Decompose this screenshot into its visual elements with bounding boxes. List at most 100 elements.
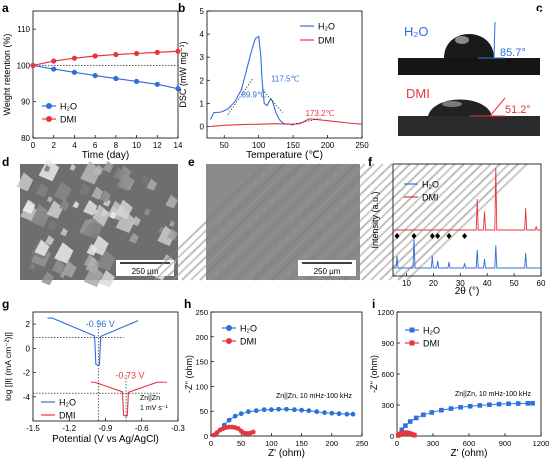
data-point <box>238 411 244 417</box>
sem-flake <box>141 175 150 185</box>
angle-h2o: 85.7° <box>500 47 526 59</box>
y-tick-label: 600 <box>381 370 394 379</box>
x-tick-label: 600 <box>463 439 476 448</box>
y-tick-label: 5 <box>200 7 205 16</box>
panel-b-letter: b <box>178 1 185 15</box>
panel-f: f 10 20 30 40 50 60 2θ (°) Intensity (a.u.) H₂O DM… <box>368 155 546 297</box>
panel-i-note: Zn||Zn, 10 mHz-100 kHz <box>455 391 531 398</box>
x-tick-label: -0.3 <box>171 424 185 433</box>
diamond-marker <box>394 233 400 239</box>
x-tick-label: 40 <box>483 279 492 288</box>
xrd-pattern-1 <box>393 167 541 231</box>
panel-i-xlabel: Z' (ohm) <box>451 448 488 459</box>
panel-i-ylabel: -Z'' (ohm) <box>369 355 379 393</box>
data-point <box>439 407 444 413</box>
legend-h2o-marker <box>46 103 52 109</box>
x-tick-label: 0 <box>395 439 399 448</box>
sem-flake <box>29 262 36 270</box>
x-tick-label: -1.5 <box>26 424 40 433</box>
data-point <box>458 404 463 410</box>
sem-texture-line <box>181 163 303 281</box>
data-point <box>403 423 408 428</box>
data-point <box>477 403 483 408</box>
panel-h-ylabel: -Z'' (ohm) <box>184 355 194 393</box>
panel-i-letter: i <box>372 297 375 311</box>
sem-flake <box>46 219 58 232</box>
annotation-ecorr-h2o: -0.96 V <box>86 319 115 329</box>
series-line-0 <box>209 35 294 126</box>
sem-flake <box>143 208 151 216</box>
y-tick-label: 100 <box>195 382 208 391</box>
x-tick-label: 300 <box>427 439 440 448</box>
x-tick-label: 4 <box>72 141 77 150</box>
x-tick-label: 12 <box>153 141 162 150</box>
annotation-onset-2: 117.5℃ <box>271 74 299 83</box>
sem-flake <box>146 178 158 191</box>
annotation-ecorr-dmi: -0.73 V <box>116 371 145 381</box>
panel-d: d 250 μm <box>2 155 178 288</box>
droplet-dmi-highlight <box>442 101 462 107</box>
y-tick-label: 80 <box>21 134 30 143</box>
sem-texture-line <box>217 163 339 281</box>
label-dmi: DMI <box>406 86 430 101</box>
data-point <box>336 411 342 417</box>
x-tick-label: -1.2 <box>62 424 76 433</box>
data-point <box>113 75 119 82</box>
x-tick-label: 100 <box>252 141 266 150</box>
y-tick-label: 300 <box>381 401 394 410</box>
sem-flake <box>83 217 104 240</box>
sem-flake <box>116 172 134 191</box>
x-tick-label: 200 <box>326 439 339 448</box>
panel-h: h 0 50 100 150 200 250 0 50 100 150 200 250 Z' (ohm) -… <box>184 297 368 459</box>
data-point <box>175 86 181 92</box>
legend-dmi-label: DMI <box>318 36 335 46</box>
data-point <box>253 408 259 414</box>
data-point <box>306 408 312 414</box>
x-tick-label: 50 <box>510 279 519 288</box>
y-tick-label: -4 <box>23 393 31 402</box>
droplet-h2o-highlight <box>455 36 469 44</box>
x-tick-label: 10 <box>132 141 141 150</box>
sem-flake <box>44 235 55 246</box>
x-tick-label: 200 <box>321 141 335 150</box>
panel-c: c H₂O 85.7° DMI 51.2° <box>398 1 543 136</box>
panel-c-letter: c <box>536 1 543 15</box>
data-point <box>284 406 289 412</box>
data-point <box>299 407 304 413</box>
scale-box-e <box>298 260 356 276</box>
tangent-line <box>227 77 254 116</box>
rate-label: 1 mV s⁻¹ <box>140 405 168 412</box>
sem-texture-line <box>235 163 357 281</box>
legend-h2o-label: H₂O <box>240 324 257 334</box>
legend-dmi-marker <box>226 338 232 344</box>
sem-texture-line <box>406 163 528 281</box>
diamond-marker <box>411 233 417 239</box>
legend-dmi-label: DMI <box>240 337 257 347</box>
panel-b: b 50 100 150 200 250 0 1 2 3 4 5 Temperature (℃) DSC … <box>178 1 369 161</box>
data-point <box>154 81 160 87</box>
sem-texture-line <box>154 163 276 281</box>
data-point <box>506 401 511 407</box>
data-point <box>226 417 232 423</box>
diamond-marker <box>429 233 435 239</box>
sem-flake <box>41 271 54 286</box>
y-tick-label: 0 <box>200 122 205 131</box>
sem-flake <box>131 216 141 227</box>
panel-d-letter: d <box>2 155 9 169</box>
sem-texture-line <box>388 163 510 281</box>
sem-flake <box>72 200 80 209</box>
legend-dmi-label: DMI <box>60 115 77 125</box>
panel-g-letter: g <box>2 297 9 311</box>
sem-flake <box>35 182 49 198</box>
y-tick-label: 90 <box>21 98 30 107</box>
x-tick-label: 0 <box>209 439 213 448</box>
sem-flake <box>83 265 104 288</box>
sem-flake <box>83 199 98 216</box>
y-tick-label: 900 <box>381 339 394 348</box>
y-tick-label: 1 <box>200 99 205 108</box>
diamond-marker <box>435 233 441 239</box>
sem-flake <box>115 199 133 220</box>
sem-texture-line <box>145 163 267 281</box>
sem-flake <box>16 172 34 192</box>
sem-texture-line <box>271 163 393 281</box>
